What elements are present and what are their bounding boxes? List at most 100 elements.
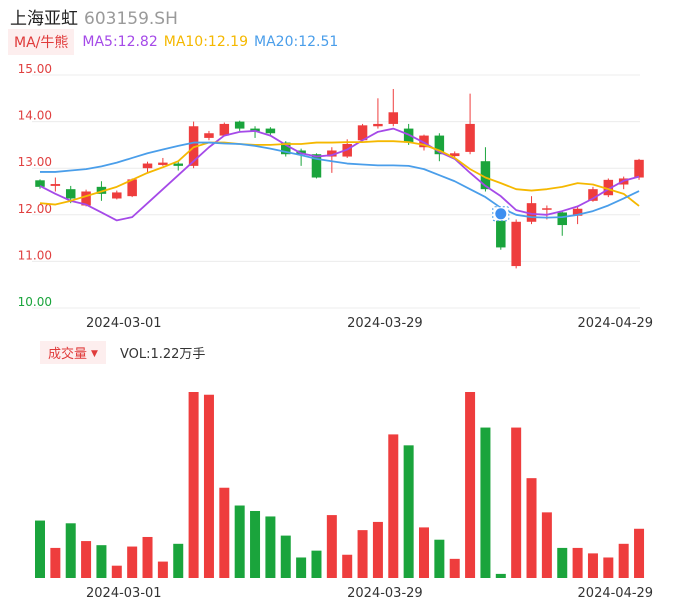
volume-value: VOL:1.22万手: [119, 346, 206, 362]
volume-bar: [280, 535, 291, 578]
volume-bar: [219, 487, 230, 578]
ma-selector-button[interactable]: MA/牛熊: [8, 29, 75, 55]
volume-date-label: 2024-03-29: [347, 586, 423, 601]
candle-body: [419, 135, 429, 148]
volume-bar: [434, 539, 445, 578]
candle-body: [603, 179, 614, 196]
candle-body: [557, 212, 567, 226]
ma5-line: [39, 127, 640, 222]
volume-bar: [572, 547, 583, 578]
price-tick-label: 12.00: [18, 202, 52, 216]
volume-bar: [511, 427, 522, 578]
volume-bar: [403, 445, 414, 578]
volume-bar: [173, 543, 184, 578]
candle-body: [511, 221, 521, 267]
volume-bar: [96, 545, 107, 578]
volume-bar: [311, 550, 322, 578]
candle-body: [357, 125, 368, 141]
volume-bar: [618, 543, 629, 578]
volume-bar: [603, 557, 614, 578]
volume-bar: [250, 510, 261, 578]
volume-bar: [127, 546, 138, 578]
volume-date-label: 2024-04-29: [578, 586, 654, 601]
ma10-line: [39, 140, 640, 207]
ma20-line: [40, 141, 640, 219]
ma-legend-bar: MA/牛熊 MA5:12.82 MA10:12.19 MA20:12.51: [8, 29, 344, 55]
caret-down-icon: ▼: [91, 349, 98, 359]
event-marker-icon: [495, 208, 507, 220]
stock-name: 上海亚虹: [10, 9, 78, 29]
volume-bar: [188, 392, 199, 578]
candle-body: [327, 150, 337, 157]
candle-body: [81, 191, 91, 206]
volume-bar: [526, 478, 537, 578]
volume-bar: [203, 394, 214, 578]
volume-bar: [157, 561, 168, 578]
volume-bar: [388, 434, 399, 578]
volume-bar: [419, 527, 429, 578]
volume-bar: [326, 515, 337, 578]
price-tick-label: 11.00: [18, 248, 52, 262]
volume-selector-button[interactable]: 成交量 ▼: [40, 340, 106, 364]
volume-bar: [634, 528, 645, 578]
volume-date-label: 2024-03-01: [86, 586, 162, 601]
price-date-label: 2024-03-01: [86, 316, 162, 331]
price-tick-label: 15.00: [18, 62, 52, 76]
price-date-label: 2024-04-29: [578, 316, 654, 331]
volume-bar: [81, 541, 92, 578]
candle-body: [281, 142, 291, 155]
candle-body: [96, 186, 107, 194]
volume-bar: [465, 392, 476, 578]
candle-body: [588, 189, 598, 201]
candle-body: [496, 217, 506, 248]
candle-body: [480, 161, 491, 190]
price-tick-label: 14.00: [18, 109, 52, 123]
candle-body: [311, 154, 322, 178]
volume-bar: [557, 547, 568, 578]
candle-body: [449, 153, 460, 157]
candle-body: [142, 163, 153, 169]
candle-body: [572, 208, 583, 216]
candle-body: [634, 159, 644, 178]
candle-body: [465, 123, 475, 152]
candle-body: [388, 112, 399, 124]
volume-bar: [495, 573, 506, 578]
candle-body: [526, 203, 537, 222]
volume-bar: [111, 565, 122, 578]
stock-code: 603159.SH: [84, 9, 178, 29]
candle-body: [234, 121, 245, 129]
candle-body: [542, 208, 552, 210]
volume-bar: [357, 530, 368, 578]
candle-body: [50, 184, 61, 186]
volume-legend-bar: 成交量 ▼ VOL:1.22万手: [40, 340, 206, 364]
volume-bar: [296, 557, 307, 578]
candle-body: [188, 126, 199, 166]
candle-body: [265, 128, 276, 134]
stock-title: 上海亚虹 603159.SH: [10, 4, 178, 29]
volume-bar: [587, 553, 598, 578]
volume-bar: [35, 520, 45, 578]
volume-bar: [342, 554, 353, 578]
candle-body: [219, 123, 230, 136]
candle-body: [204, 133, 214, 138]
volume-bar: [234, 505, 245, 578]
candle-body: [173, 163, 183, 166]
price-date-label: 2024-03-29: [347, 316, 423, 331]
volume-bar: [541, 512, 552, 578]
price-tick-label: 10.00: [18, 295, 52, 309]
volume-bar: [480, 427, 491, 578]
candle-body: [112, 192, 122, 199]
price-tick-label: 13.00: [18, 155, 52, 169]
volume-bar: [65, 523, 76, 578]
volume-bar: [372, 521, 383, 578]
ma5-legend: MA5:12.82: [82, 34, 158, 50]
volume-bar: [142, 536, 153, 578]
candle-body: [127, 179, 137, 197]
volume-bar: [449, 558, 460, 578]
candle-body: [35, 180, 45, 187]
volume-bar: [50, 547, 61, 578]
candle-body: [65, 189, 76, 199]
ma10-legend: MA10:12.19: [163, 34, 249, 50]
candle-body: [158, 162, 168, 165]
